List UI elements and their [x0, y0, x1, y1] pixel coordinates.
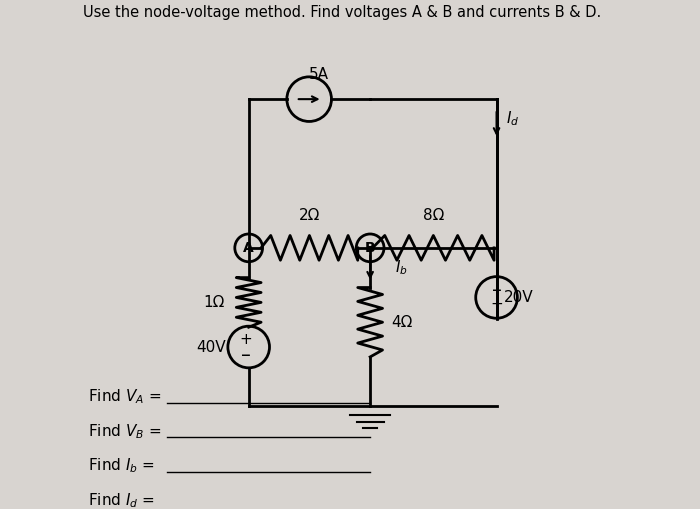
- Circle shape: [356, 234, 384, 262]
- Text: 4Ω: 4Ω: [392, 315, 413, 330]
- Text: Find $V_B$ =: Find $V_B$ =: [88, 422, 162, 441]
- Text: 40V: 40V: [197, 340, 226, 354]
- Text: Find $I_d$ =: Find $I_d$ =: [88, 491, 156, 509]
- Text: $I_b$: $I_b$: [395, 259, 407, 277]
- Text: Find $V_A$ =: Find $V_A$ =: [88, 387, 162, 406]
- Text: 5A: 5A: [309, 67, 329, 82]
- Text: A: A: [244, 241, 254, 255]
- Text: Use the node-voltage method. Find voltages A & B and currents B & D.: Use the node-voltage method. Find voltag…: [83, 5, 601, 20]
- Text: 2Ω: 2Ω: [299, 208, 320, 223]
- Text: 8Ω: 8Ω: [423, 208, 444, 223]
- Text: +: +: [240, 332, 253, 347]
- Text: Find $I_b$ =: Find $I_b$ =: [88, 457, 156, 475]
- Text: $I_d$: $I_d$: [507, 109, 520, 128]
- Text: +: +: [490, 297, 503, 313]
- Text: 1Ω: 1Ω: [203, 295, 225, 310]
- Text: 20V: 20V: [504, 290, 533, 305]
- Text: B: B: [365, 241, 375, 255]
- Circle shape: [234, 234, 262, 262]
- Text: –: –: [241, 347, 251, 365]
- Text: –: –: [491, 280, 501, 299]
